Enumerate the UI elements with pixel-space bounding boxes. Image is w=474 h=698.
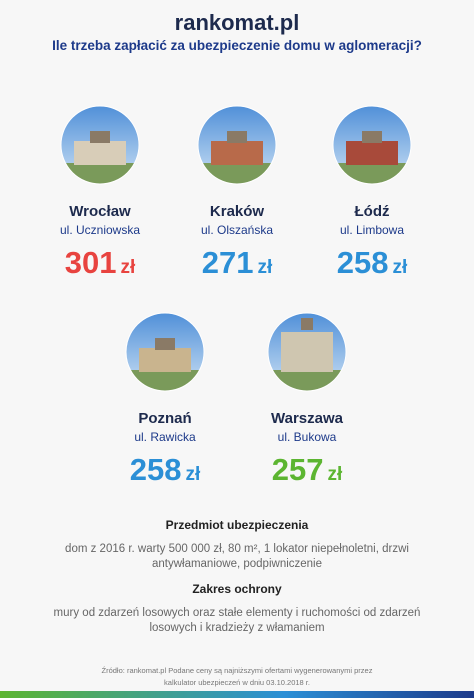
footer: Źródło: rankomat.pl Podane ceny są najni… xyxy=(101,666,373,687)
street: ul. Limbowa xyxy=(339,223,405,237)
currency: zł xyxy=(327,464,343,485)
city-name: Warszawa xyxy=(271,410,343,427)
section-heading: Zakres ochrony xyxy=(192,582,282,596)
price-value: 301 xyxy=(64,245,117,280)
currency: zł xyxy=(120,257,136,278)
city-photo xyxy=(60,105,140,185)
section-heading: Przedmiot ubezpieczenia xyxy=(165,518,309,532)
street: ul. Olszańska xyxy=(200,223,274,237)
city-photo xyxy=(197,105,277,185)
section-text: mury od zdarzeń losowych oraz stałe elem… xyxy=(53,607,421,634)
price-value: 258 xyxy=(336,245,389,280)
logo: rankomat.pl xyxy=(174,10,300,35)
title: Ile trzeba zapłacić za ubezpieczenie dom… xyxy=(52,38,422,53)
currency: zł xyxy=(392,257,408,278)
price: 257 zł xyxy=(232,452,382,488)
price-value: 257 xyxy=(271,452,324,487)
city-photo xyxy=(267,312,347,392)
currency: zł xyxy=(257,257,273,278)
section: Przedmiot ubezpieczenia dom z 2016 r. wa… xyxy=(0,518,474,572)
city-photo xyxy=(332,105,412,185)
price: 301 zł xyxy=(25,245,175,281)
section-text: dom z 2016 r. warty 500 000 zł, 80 m², 1… xyxy=(65,543,409,570)
street: ul. Bukowa xyxy=(277,430,337,444)
city-card: Wrocław ul. Uczniowska 301 zł xyxy=(25,105,175,281)
city-name: Poznań xyxy=(138,410,192,427)
bottom-bar xyxy=(0,691,474,698)
price: 258 zł xyxy=(90,452,240,488)
street: ul. Rawicka xyxy=(134,430,196,444)
street: ul. Uczniowska xyxy=(59,223,141,237)
city-card: Warszawa ul. Bukowa 257 zł xyxy=(232,312,382,488)
city-name: Łódź xyxy=(354,203,390,220)
city-card: Poznań ul. Rawicka 258 zł xyxy=(90,312,240,488)
price-value: 271 xyxy=(201,245,254,280)
city-photo xyxy=(125,312,205,392)
city-name: Kraków xyxy=(209,203,265,220)
currency: zł xyxy=(185,464,201,485)
city-name: Wrocław xyxy=(69,203,131,220)
price: 271 zł xyxy=(162,245,312,281)
city-card: Kraków ul. Olszańska 271 zł xyxy=(162,105,312,281)
price-value: 258 xyxy=(129,452,182,487)
city-card: Łódź ul. Limbowa 258 zł xyxy=(297,105,447,281)
price: 258 zł xyxy=(297,245,447,281)
section: Zakres ochrony mury od zdarzeń losowych … xyxy=(0,582,474,636)
